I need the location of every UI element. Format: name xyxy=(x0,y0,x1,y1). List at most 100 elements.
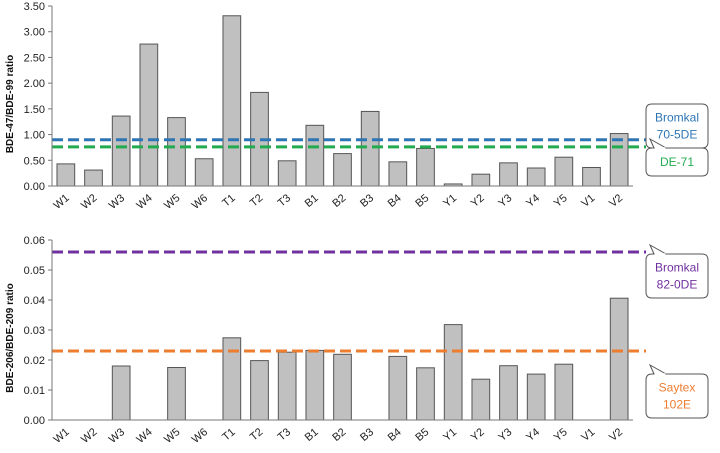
bar-B5 xyxy=(416,147,435,187)
bar-B4 xyxy=(388,355,408,421)
x-tick-label: T3 xyxy=(276,192,294,209)
y-tick-label: 1.50 xyxy=(24,104,45,116)
bar-Y2 xyxy=(471,173,491,187)
bar-B2 xyxy=(333,153,352,187)
x-tick-label: B4 xyxy=(386,192,404,210)
x-tick-label: Y4 xyxy=(524,426,542,444)
x-tick-label: T1 xyxy=(220,426,238,443)
x-tick-label: B5 xyxy=(413,426,431,444)
y-tick-label: 0.05 xyxy=(24,265,45,277)
callout-box xyxy=(645,253,709,299)
y-tick-label: 0.06 xyxy=(24,235,45,247)
bar-W1 xyxy=(56,163,76,187)
x-tick-label: B3 xyxy=(358,426,376,444)
bar-B5 xyxy=(416,367,435,421)
x-tick-label: Y1 xyxy=(441,426,459,444)
bar-W4 xyxy=(139,43,159,187)
x-tick-label: Y3 xyxy=(496,426,514,444)
bar-Y2 xyxy=(471,378,491,421)
bar-T3 xyxy=(277,160,297,187)
x-tick-label: W4 xyxy=(134,426,154,446)
y-tick-label: 2.50 xyxy=(24,52,45,64)
y-tick-label: 0.50 xyxy=(24,155,45,167)
x-tick-label: Y2 xyxy=(469,192,487,210)
x-tick-label: V1 xyxy=(579,426,597,444)
callout-label: Bromkal xyxy=(655,261,699,275)
bar-Y4 xyxy=(526,167,546,187)
callout-box xyxy=(645,147,709,177)
callout-pointer xyxy=(648,243,668,255)
x-tick-label: W4 xyxy=(134,192,154,212)
x-tick-label: W1 xyxy=(51,426,71,446)
bar-W6 xyxy=(194,158,214,187)
bar-B3 xyxy=(360,110,380,187)
x-tick-label: W1 xyxy=(51,192,71,212)
callout-label: 70-5DE xyxy=(657,128,698,142)
x-tick-label: T2 xyxy=(248,192,266,209)
x-tick-label: W6 xyxy=(190,426,210,446)
bar-W5 xyxy=(167,367,186,421)
bar-V2 xyxy=(609,133,629,187)
bar-V1 xyxy=(582,166,601,187)
x-tick-label: T3 xyxy=(276,426,294,443)
bar-Y5 xyxy=(554,363,574,421)
x-tick-label: W3 xyxy=(107,426,127,446)
callout-label: DE-71 xyxy=(660,155,694,169)
y-tick-label: 1.00 xyxy=(24,130,45,142)
x-tick-label: W5 xyxy=(162,192,182,212)
bar-W3 xyxy=(111,365,131,421)
callout-pointer xyxy=(648,363,668,375)
x-tick-label: V2 xyxy=(607,426,625,444)
bar-B2 xyxy=(333,353,352,421)
x-tick-label: B1 xyxy=(303,426,321,444)
x-tick-label: Y2 xyxy=(469,426,487,444)
y-tick-label: 0.04 xyxy=(24,295,45,307)
y-tick-label: 2.00 xyxy=(24,78,45,90)
bar-W2 xyxy=(84,169,103,187)
bar-W5 xyxy=(167,117,186,187)
y-tick-label: 0.03 xyxy=(24,325,45,337)
y-tick-label: 0.00 xyxy=(24,415,45,427)
bar-Y1 xyxy=(443,324,463,421)
bar-W3 xyxy=(111,115,131,187)
bar-Y3 xyxy=(499,365,518,421)
x-tick-label: B5 xyxy=(413,192,431,210)
x-tick-label: Y1 xyxy=(441,192,459,210)
bar-T3 xyxy=(277,351,297,421)
x-tick-label: T1 xyxy=(220,192,238,209)
callout-box xyxy=(645,373,709,419)
x-tick-label: W3 xyxy=(107,192,127,212)
bar-T2 xyxy=(250,360,269,421)
chart-panel-2: 0.00 0.01 0.02 0.03 0.04 0.05 0.06 W1 W2 W3 W4 W5 W6… xyxy=(5,235,709,446)
y-tick-label: 0.02 xyxy=(24,355,45,367)
x-tick-label: V1 xyxy=(579,192,597,210)
y-axis-label: BDE-206/BDE-209 ratio xyxy=(5,283,16,392)
y-tick-label: 3.50 xyxy=(24,1,45,13)
bar-B1 xyxy=(305,124,325,187)
callout-label: Saytex xyxy=(659,381,696,395)
x-tick-label: T2 xyxy=(248,426,266,443)
y-tick-label: 3.00 xyxy=(24,27,45,39)
x-tick-label: W6 xyxy=(190,192,210,212)
x-tick-label: B2 xyxy=(330,192,348,210)
x-tick-label: B2 xyxy=(330,426,348,444)
bar-Y4 xyxy=(526,373,546,421)
y-axis-label: BDE-47/BDE-99 ratio xyxy=(5,55,16,153)
x-tick-label: Y5 xyxy=(552,192,570,210)
x-tick-label: V2 xyxy=(607,192,625,210)
y-tick-label: 0.00 xyxy=(24,181,45,193)
x-tick-label: Y5 xyxy=(552,426,570,444)
bar-Y5 xyxy=(554,156,574,187)
x-tick-label: W2 xyxy=(79,426,99,446)
bar-B4 xyxy=(388,161,408,187)
callout-label: 82-0DE xyxy=(657,278,698,292)
x-tick-label: B3 xyxy=(358,192,376,210)
bar-V2 xyxy=(609,297,629,421)
chart-panel-1: 0.00 0.50 1.00 1.50 2.00 2.50 3.00 3.50 W1 W2 W3 W4… xyxy=(5,1,709,212)
bar-Y3 xyxy=(499,162,518,187)
callout-label: 102E xyxy=(663,398,691,412)
x-tick-label: Y3 xyxy=(496,192,514,210)
x-tick-label: W2 xyxy=(79,192,99,212)
x-tick-label: W5 xyxy=(162,426,182,446)
